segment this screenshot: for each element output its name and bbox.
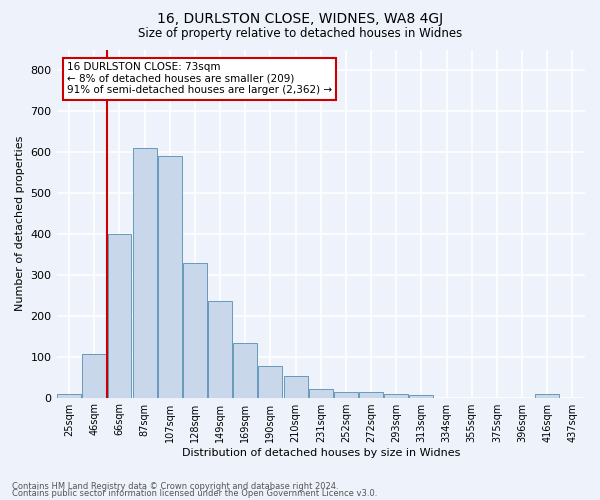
Bar [309,388,333,398]
Text: Contains HM Land Registry data © Crown copyright and database right 2024.: Contains HM Land Registry data © Crown c… [12,482,338,491]
Bar [535,394,559,398]
Text: Contains public sector information licensed under the Open Government Licence v3: Contains public sector information licen… [12,489,377,498]
Bar [233,343,257,398]
Bar [82,354,106,398]
Bar [334,392,358,398]
Bar [284,376,308,398]
Bar [359,392,383,398]
Bar [183,262,207,398]
Bar [107,234,131,398]
Text: 16 DURLSTON CLOSE: 73sqm
← 8% of detached houses are smaller (209)
91% of semi-d: 16 DURLSTON CLOSE: 73sqm ← 8% of detache… [67,62,332,96]
Bar [208,300,232,398]
Bar [158,156,182,398]
Bar [385,394,408,398]
Bar [57,394,81,398]
X-axis label: Distribution of detached houses by size in Widnes: Distribution of detached houses by size … [182,448,460,458]
Y-axis label: Number of detached properties: Number of detached properties [15,136,25,312]
Text: 16, DURLSTON CLOSE, WIDNES, WA8 4GJ: 16, DURLSTON CLOSE, WIDNES, WA8 4GJ [157,12,443,26]
Text: Size of property relative to detached houses in Widnes: Size of property relative to detached ho… [138,28,462,40]
Bar [133,148,157,398]
Bar [409,394,433,398]
Bar [259,366,283,398]
